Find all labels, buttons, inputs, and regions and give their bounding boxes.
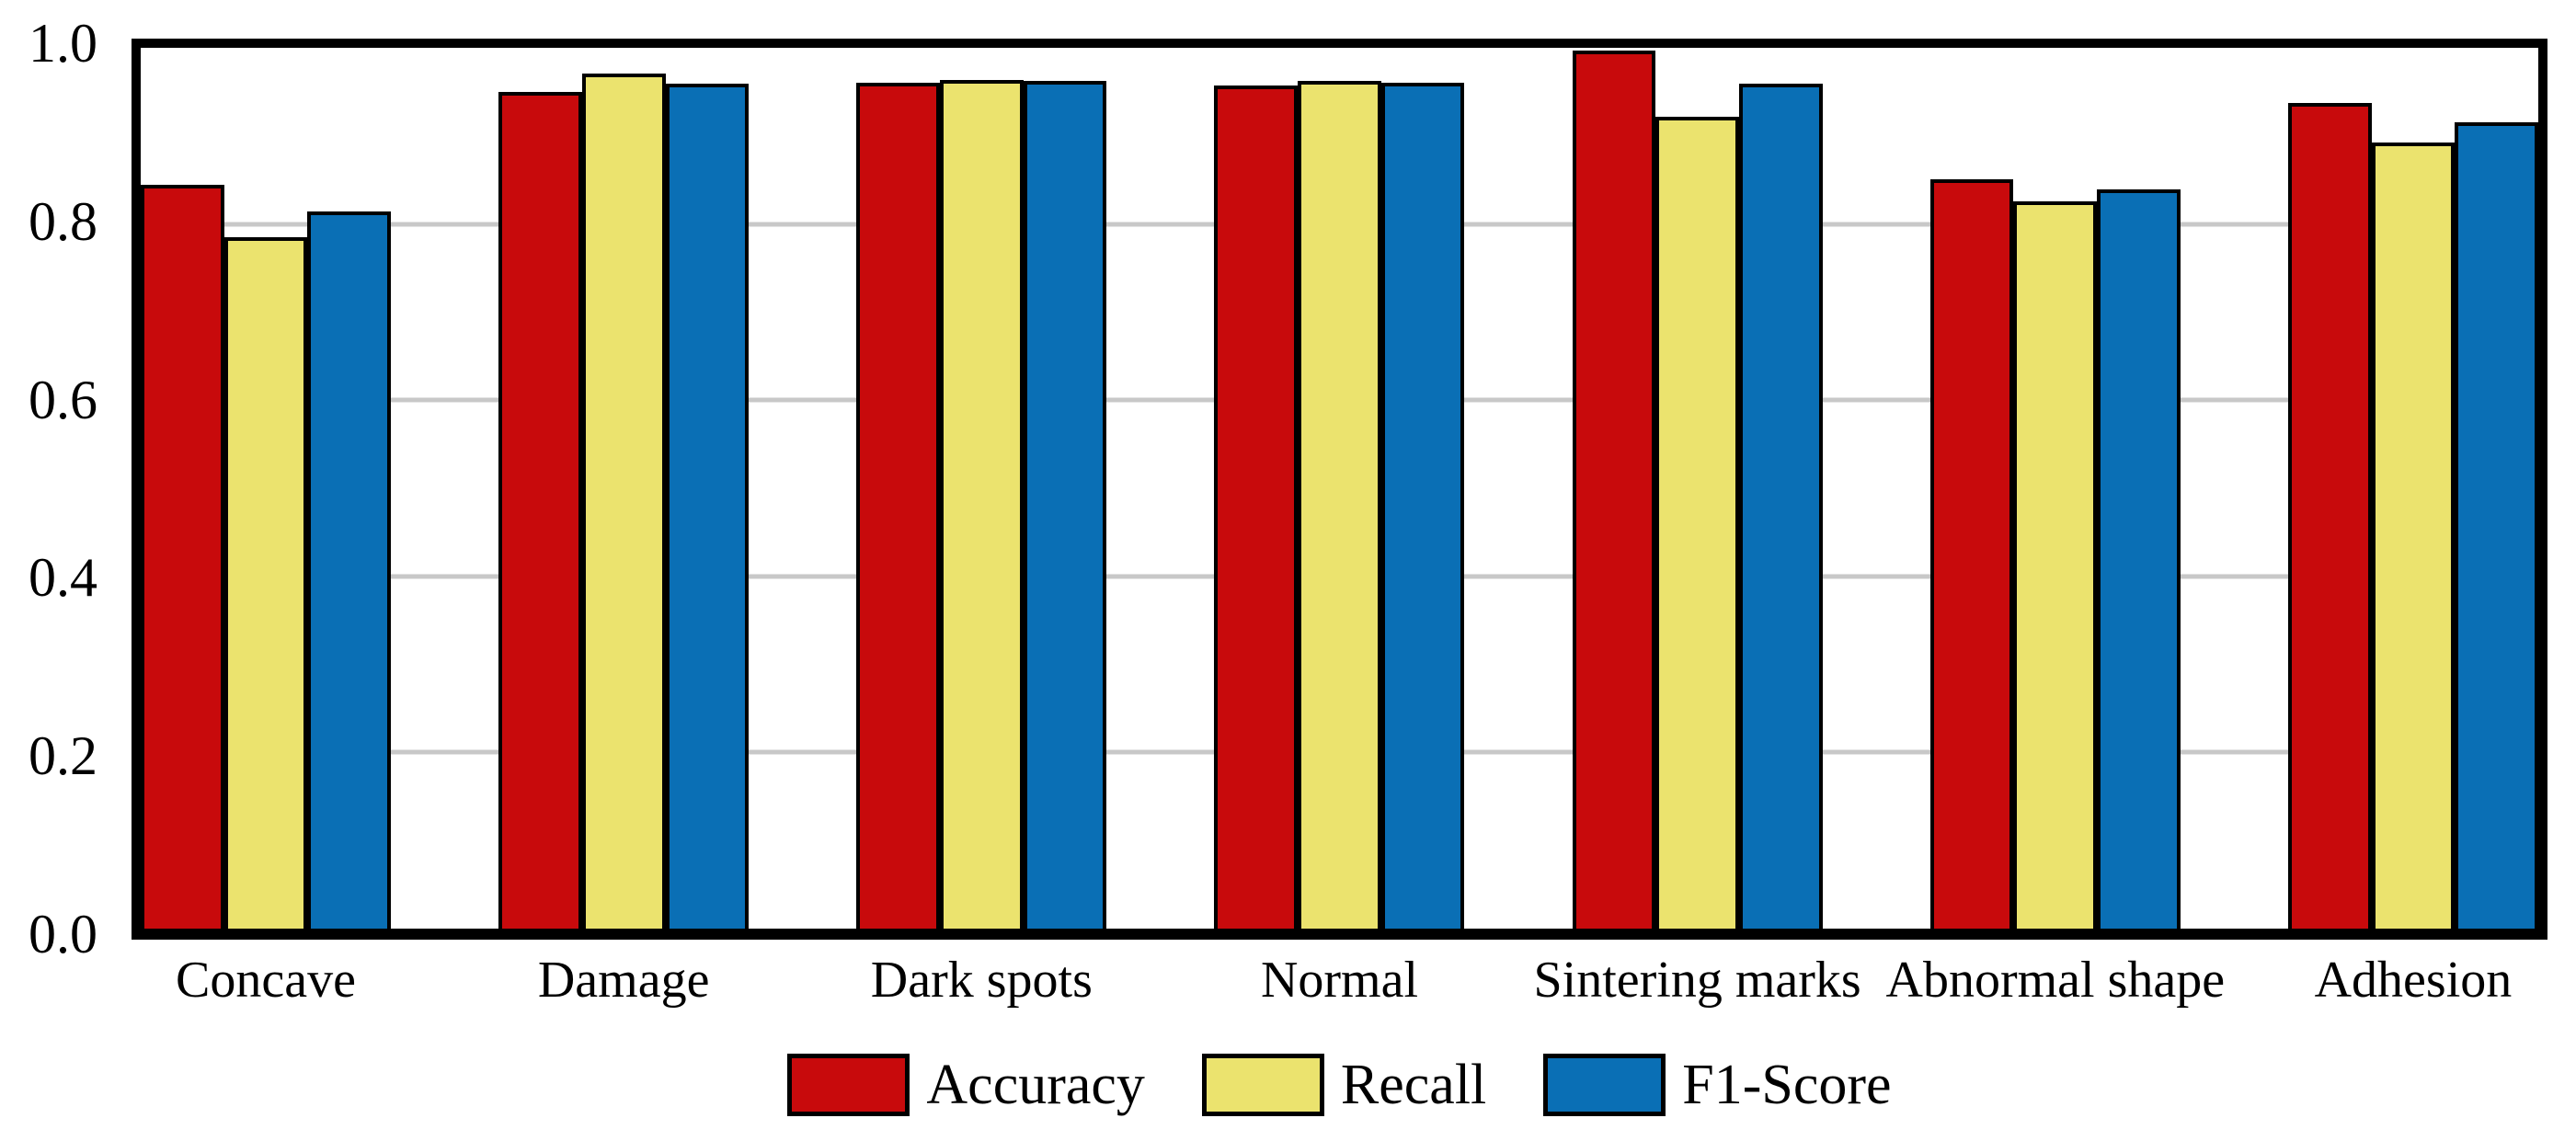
- bar-f1-score-normal: [1380, 83, 1465, 929]
- bar-group-concave: [141, 48, 392, 929]
- x-category-label-text: Sintering marks: [1533, 952, 1861, 1009]
- legend: Accuracy Recall F1-Score: [132, 1054, 2547, 1116]
- y-tick-label-0.6: 0.6: [29, 369, 97, 430]
- bar-f1-score-damage: [665, 84, 750, 929]
- x-category-label-text: Normal: [1260, 952, 1418, 1009]
- legend-swatch-accuracy: [787, 1054, 910, 1116]
- legend-item-recall: Recall: [1201, 1054, 1487, 1116]
- x-category-label-text: Adhesion: [2314, 952, 2513, 1009]
- bar-group-abnormal-shape: [1929, 48, 2181, 929]
- y-tick-label-0.2: 0.2: [29, 725, 97, 787]
- legend-label-accuracy: Accuracy: [926, 1054, 1145, 1116]
- x-category-label-dark-spots: Dark spots: [856, 952, 1106, 1010]
- legend-label-f1-score: F1-Score: [1682, 1054, 1892, 1116]
- x-category-label-sintering-marks: Sintering marks: [1534, 952, 1861, 1010]
- legend-swatch-recall: [1201, 1054, 1324, 1116]
- bar-recall-abnormal-shape: [2013, 200, 2098, 929]
- bar-group-normal: [1214, 48, 1465, 929]
- x-axis-category-labels: Concave Damage Dark spots Normal Sintering m…: [141, 952, 2538, 1010]
- bar-accuracy-sintering-marks: [1572, 50, 1656, 929]
- x-category-label-text: Dark spots: [870, 952, 1093, 1009]
- y-tick-label-0.8: 0.8: [29, 190, 97, 252]
- plot-area: [141, 48, 2538, 929]
- x-category-label-damage: Damage: [498, 952, 749, 1010]
- bar-accuracy-damage: [498, 91, 582, 929]
- bar-f1-score-sintering-marks: [1738, 84, 1823, 929]
- legend-label-recall: Recall: [1340, 1054, 1487, 1116]
- y-tick-label-0.4: 0.4: [29, 547, 97, 609]
- x-category-label-normal: Normal: [1214, 952, 1464, 1010]
- bar-recall-normal: [1298, 81, 1381, 929]
- y-tick-label-1.0: 1.0: [29, 13, 97, 74]
- bar-accuracy-adhesion: [2287, 103, 2372, 929]
- x-category-label-text: Concave: [176, 952, 356, 1009]
- legend-swatch-f1-score: [1543, 1054, 1666, 1116]
- y-axis-tick-labels: 0.0 0.2 0.4 0.6 0.8 1.0: [0, 0, 118, 1141]
- bar-recall-adhesion: [2371, 142, 2456, 929]
- legend-item-f1-score: F1-Score: [1543, 1054, 1892, 1116]
- legend-item-accuracy: Accuracy: [787, 1054, 1145, 1116]
- bar-accuracy-dark-spots: [856, 83, 940, 929]
- bar-f1-score-dark-spots: [1023, 81, 1107, 929]
- bar-f1-score-concave: [307, 211, 392, 929]
- x-category-label-text: Abnormal shape: [1885, 952, 2226, 1009]
- bar-accuracy-concave: [141, 184, 224, 929]
- bar-group-damage: [498, 48, 750, 929]
- plot-frame: [132, 39, 2547, 940]
- y-tick-label-0.0: 0.0: [29, 904, 97, 964]
- x-category-label-text: Damage: [537, 952, 710, 1009]
- bar-accuracy-abnormal-shape: [1929, 178, 2014, 929]
- bar-groups: [141, 48, 2538, 929]
- bar-accuracy-normal: [1214, 86, 1299, 929]
- bar-group-adhesion: [2287, 48, 2538, 929]
- bar-group-dark-spots: [856, 48, 1107, 929]
- bar-f1-score-adhesion: [2455, 122, 2538, 929]
- x-category-label-concave: Concave: [141, 952, 391, 1010]
- bar-recall-damage: [581, 73, 666, 929]
- bar-group-sintering-marks: [1572, 48, 1823, 929]
- bar-recall-concave: [223, 236, 308, 929]
- bar-recall-sintering-marks: [1655, 116, 1739, 929]
- bar-f1-score-abnormal-shape: [2097, 189, 2181, 929]
- bar-recall-dark-spots: [939, 79, 1024, 929]
- x-category-label-abnormal-shape: Abnormal shape: [1886, 952, 2226, 1010]
- x-category-label-adhesion: Adhesion: [2288, 952, 2538, 1010]
